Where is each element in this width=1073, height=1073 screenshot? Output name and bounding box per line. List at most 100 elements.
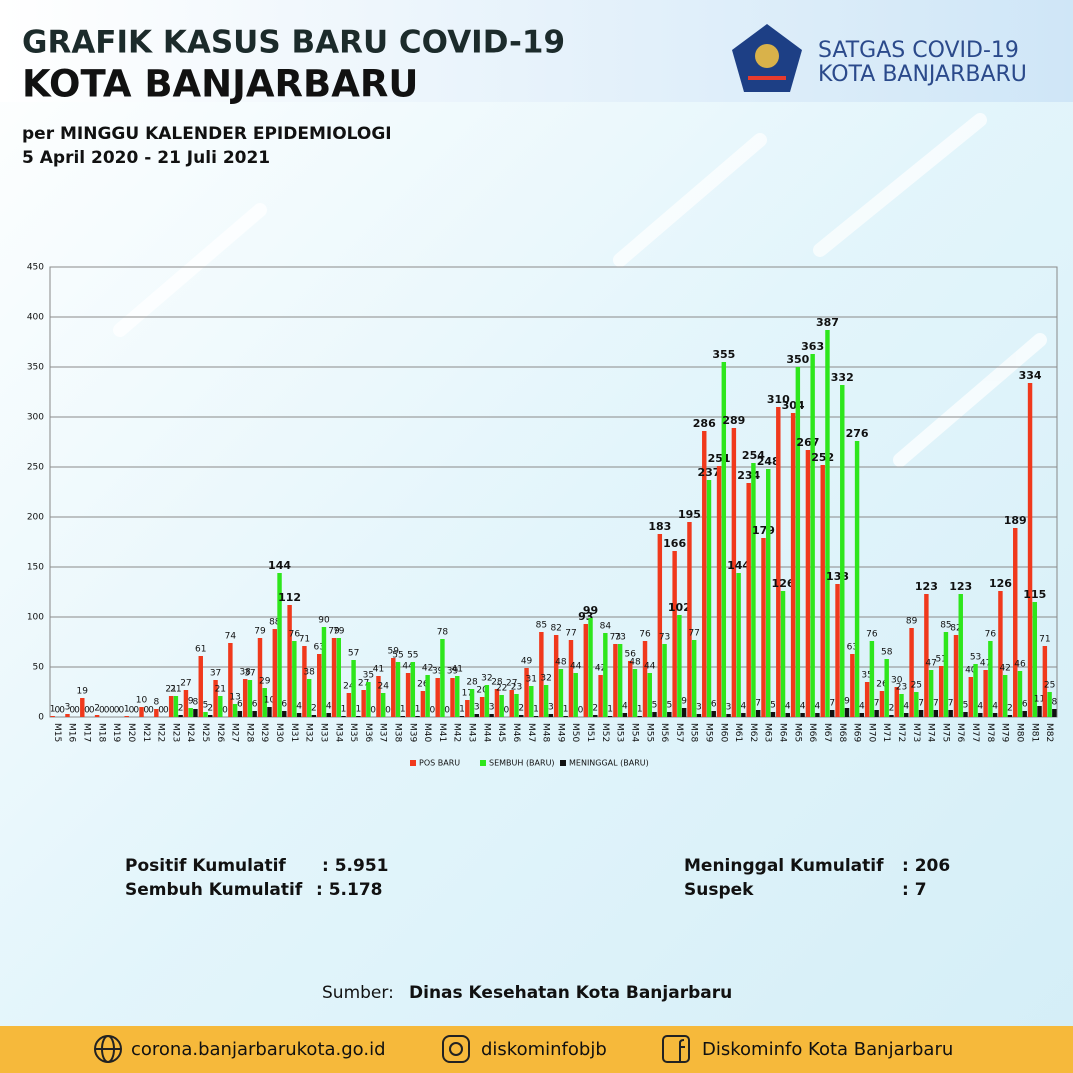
bar [815, 713, 820, 717]
data-label: 2 [94, 704, 100, 714]
header-band [0, 0, 1073, 102]
x-tick-label: M73 [911, 723, 921, 742]
bar [998, 591, 1003, 717]
x-tick-label: M32 [304, 723, 314, 742]
bar [533, 716, 539, 717]
data-label: 37 [210, 669, 221, 679]
bar [317, 654, 322, 717]
data-label: 6 [711, 700, 717, 710]
data-label: 1 [50, 705, 56, 715]
bar [958, 594, 963, 717]
data-label: 144 [268, 559, 291, 572]
bar [203, 712, 208, 717]
bar [183, 690, 189, 717]
data-label: 166 [663, 537, 686, 550]
footer-instagram: diskominfobjb [481, 1039, 607, 1060]
bar [237, 711, 243, 717]
data-label: 79 [254, 627, 266, 637]
data-label: 2 [207, 704, 213, 714]
bar [681, 708, 687, 717]
data-label: 0 [59, 706, 65, 716]
x-tick-label: M66 [807, 723, 817, 742]
data-label: 0 [163, 706, 169, 716]
x-tick-label: M29 [259, 723, 269, 742]
x-tick-label: M55 [644, 723, 654, 742]
data-label: 49 [521, 657, 533, 667]
bar [776, 407, 781, 717]
data-label: 7 [933, 699, 939, 709]
data-label: 286 [693, 417, 716, 430]
bar [173, 696, 179, 717]
data-label: 267 [796, 436, 819, 449]
data-label: 5 [666, 701, 672, 711]
bar [622, 713, 628, 717]
bar [539, 632, 544, 717]
data-label: 1 [459, 705, 465, 715]
x-tick-label: M38 [393, 723, 403, 742]
bar [247, 680, 253, 717]
data-label: 112 [278, 591, 301, 604]
bar [899, 694, 904, 717]
data-label: 21 [170, 685, 181, 695]
data-label: 0 [119, 706, 125, 716]
data-label: 252 [811, 451, 834, 464]
x-tick-label: M45 [496, 723, 506, 742]
data-label: 0 [89, 706, 95, 716]
stat-label: Sembuh Kumulatif [125, 880, 303, 900]
data-label: 10 [264, 696, 276, 706]
data-label: 0 [148, 706, 154, 716]
bar [1022, 711, 1027, 717]
x-tick-label: M35 [348, 723, 358, 742]
data-label: 73 [659, 633, 670, 643]
bar [509, 690, 514, 717]
data-label: 55 [392, 651, 403, 661]
data-label: 195 [678, 508, 701, 521]
data-label: 0 [158, 706, 164, 716]
data-label: 42 [422, 664, 433, 674]
bar [302, 646, 307, 717]
bar [410, 662, 416, 717]
bar [494, 689, 500, 717]
x-tick-label: M30 [274, 723, 284, 742]
data-label: 37 [244, 669, 255, 679]
bar [780, 591, 786, 717]
bar [1017, 671, 1023, 717]
bar [1052, 709, 1057, 717]
bar [879, 691, 885, 717]
bar [489, 714, 494, 717]
data-label: 6 [281, 700, 287, 710]
bar [820, 465, 825, 717]
data-label: 189 [1004, 514, 1027, 527]
data-label: 0 [370, 706, 376, 716]
data-label: 1 [415, 705, 421, 715]
bar [795, 367, 801, 717]
bar [474, 714, 480, 717]
bar [805, 450, 811, 717]
data-label: 123 [949, 580, 972, 593]
bar [662, 644, 667, 717]
bar [346, 693, 352, 717]
data-label: 56 [624, 650, 636, 660]
bar [607, 716, 613, 717]
bar [573, 673, 578, 717]
data-label: 85 [940, 621, 951, 631]
bar [405, 673, 411, 717]
data-label: 41 [373, 665, 384, 675]
data-label: 27 [180, 679, 191, 689]
bar [691, 640, 697, 717]
x-tick-label: M43 [467, 723, 477, 742]
bar [613, 644, 618, 717]
bar [988, 641, 993, 717]
x-tick-label: M78 [985, 723, 995, 742]
bar [918, 710, 924, 717]
bar [242, 679, 248, 717]
bar [840, 385, 845, 717]
data-label: 46 [1014, 660, 1026, 670]
data-label: 82 [950, 624, 961, 634]
data-label: 99 [583, 604, 598, 617]
data-label: 8 [153, 698, 159, 708]
x-tick-label: M27 [230, 723, 240, 742]
bar [617, 644, 623, 717]
bar [632, 669, 638, 717]
bar [558, 669, 564, 717]
